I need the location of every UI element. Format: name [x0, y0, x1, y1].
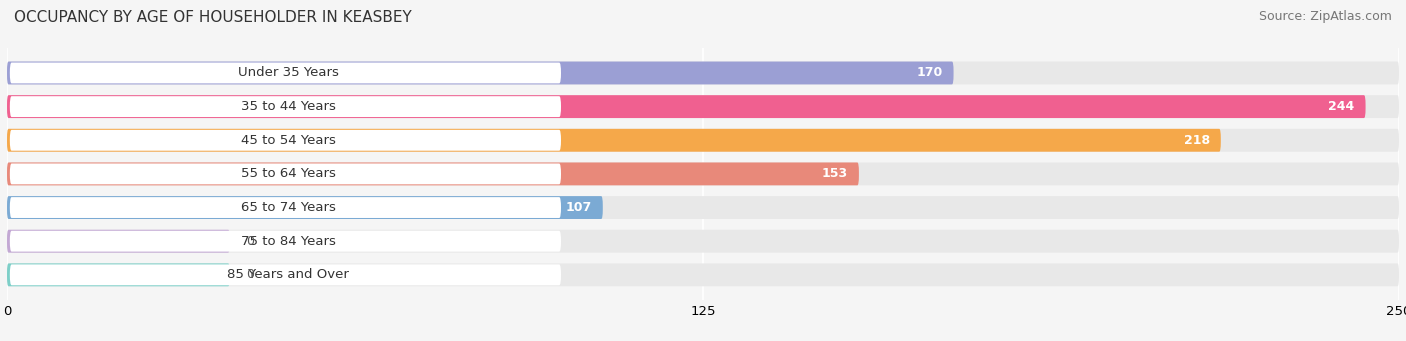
FancyBboxPatch shape — [10, 197, 561, 218]
FancyBboxPatch shape — [7, 95, 1399, 118]
FancyBboxPatch shape — [10, 96, 561, 117]
Text: 244: 244 — [1329, 100, 1354, 113]
FancyBboxPatch shape — [7, 196, 603, 219]
FancyBboxPatch shape — [7, 196, 1399, 219]
Text: 55 to 64 Years: 55 to 64 Years — [240, 167, 336, 180]
Text: 45 to 54 Years: 45 to 54 Years — [240, 134, 336, 147]
FancyBboxPatch shape — [7, 230, 1399, 253]
FancyBboxPatch shape — [7, 95, 1365, 118]
FancyBboxPatch shape — [10, 62, 561, 84]
FancyBboxPatch shape — [7, 230, 229, 253]
FancyBboxPatch shape — [7, 129, 1399, 152]
FancyBboxPatch shape — [10, 264, 561, 285]
FancyBboxPatch shape — [7, 61, 1399, 85]
FancyBboxPatch shape — [10, 130, 561, 151]
FancyBboxPatch shape — [7, 129, 1220, 152]
FancyBboxPatch shape — [10, 163, 561, 184]
FancyBboxPatch shape — [7, 162, 859, 186]
Text: 218: 218 — [1184, 134, 1209, 147]
FancyBboxPatch shape — [7, 162, 1399, 186]
Text: 65 to 74 Years: 65 to 74 Years — [240, 201, 336, 214]
Text: 85 Years and Over: 85 Years and Over — [228, 268, 349, 281]
Text: 107: 107 — [565, 201, 592, 214]
Text: 153: 153 — [821, 167, 848, 180]
Text: OCCUPANCY BY AGE OF HOUSEHOLDER IN KEASBEY: OCCUPANCY BY AGE OF HOUSEHOLDER IN KEASB… — [14, 10, 412, 25]
Text: 35 to 44 Years: 35 to 44 Years — [240, 100, 336, 113]
FancyBboxPatch shape — [7, 263, 229, 286]
Text: 0: 0 — [246, 268, 254, 281]
FancyBboxPatch shape — [7, 61, 953, 85]
FancyBboxPatch shape — [10, 231, 561, 252]
Text: Source: ZipAtlas.com: Source: ZipAtlas.com — [1258, 10, 1392, 23]
Text: 0: 0 — [246, 235, 254, 248]
Text: Under 35 Years: Under 35 Years — [238, 66, 339, 79]
Text: 75 to 84 Years: 75 to 84 Years — [240, 235, 336, 248]
FancyBboxPatch shape — [7, 263, 1399, 286]
Text: 170: 170 — [917, 66, 942, 79]
